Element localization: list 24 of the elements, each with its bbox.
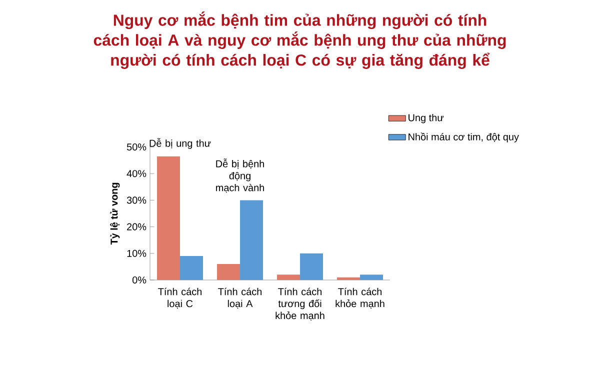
bar [300,253,324,280]
bar [277,274,300,280]
annotation: Dễ bị bệnh động mạch vành [216,158,264,193]
y-tick-label: 50% [126,143,146,151]
x-tick-label: Tính cách khỏe mạnh [336,288,384,309]
bar [217,264,240,280]
y-tick-label: 10% [127,250,146,257]
legend-label: Ung thư [408,114,444,124]
legend-label: Nhồi máu cơ tim, đột quy [408,132,519,142]
bar [180,256,204,280]
y-tick-label: 0% [132,276,146,284]
x-tick-label: Tính cách loại C [158,288,202,309]
bar [360,274,384,280]
bar [337,277,360,280]
y-tick-label: 30% [126,196,146,204]
x-tick-label: Tính cách tương đối khỏe mạnh [276,288,324,321]
annotation: Dễ bị ung thư [150,138,211,149]
bar [157,156,180,280]
chart-title: Nguy cơ mắc bệnh tim của những người có tính cách loại A và nguy cơ mắc bệnh ung thư của những người có tính cách loại C có sự gia tăng đáng kể [94,12,506,69]
bar [240,200,264,280]
y-axis-title: Tỷ lệ tử vong [110,182,120,245]
y-tick-label: 40% [126,170,146,178]
y-tick-label: 20% [127,223,146,230]
x-tick-label: Tính cách loại A [218,288,262,309]
